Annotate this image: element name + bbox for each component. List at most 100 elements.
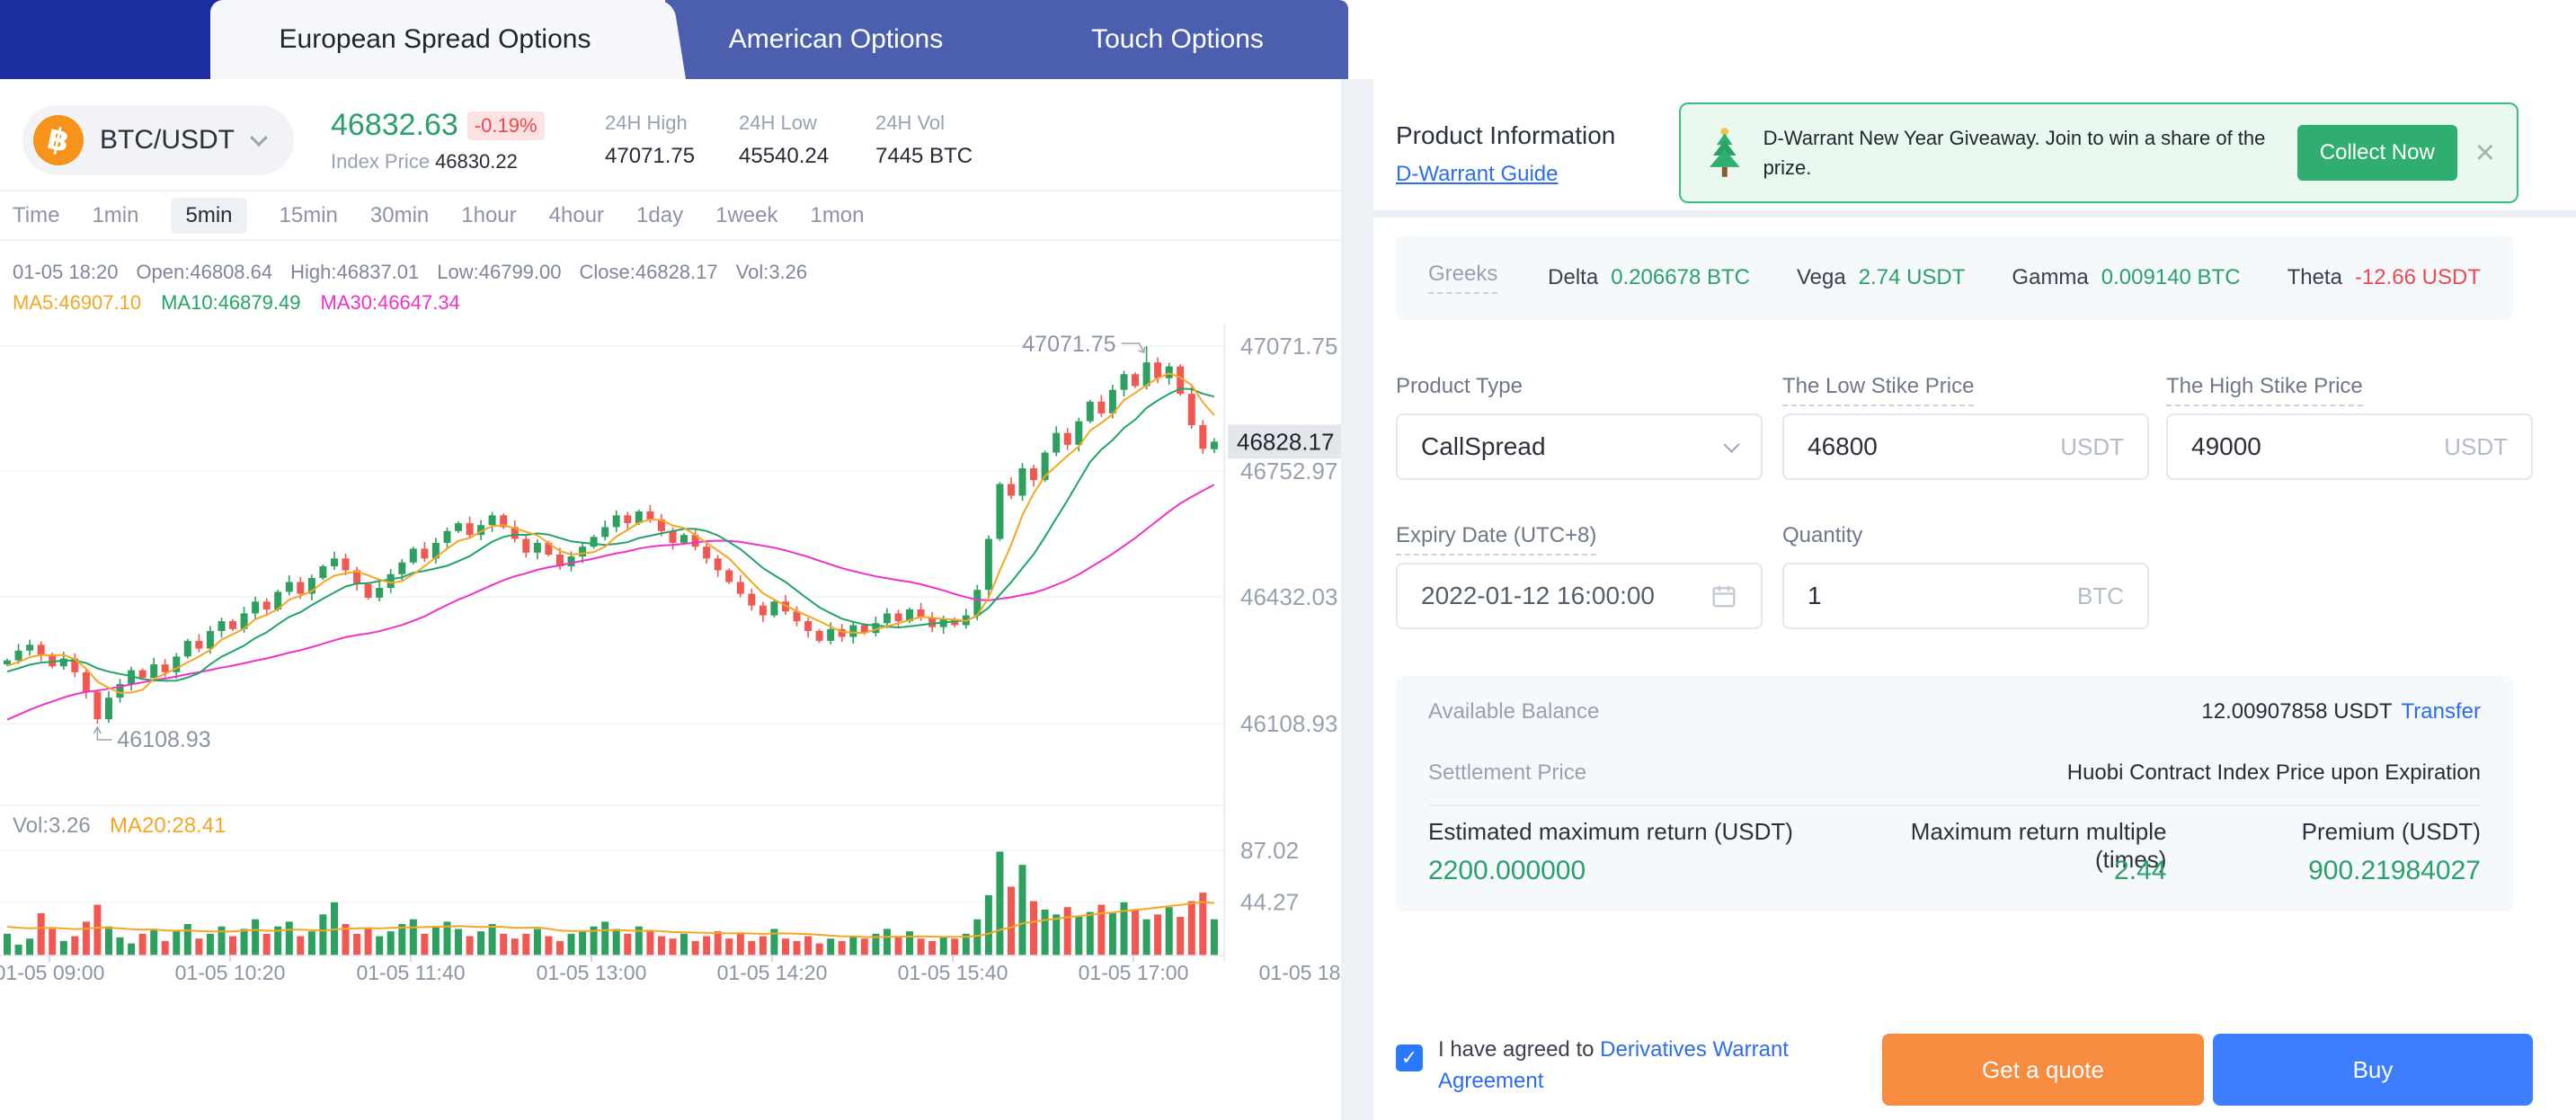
estimated-max-return-value: 2200.000000 bbox=[1428, 856, 1586, 885]
active-tab-label: European Spread Options bbox=[279, 24, 591, 54]
settlement-price-row: Settlement Price Huobi Contract Index Pr… bbox=[1428, 760, 2481, 785]
stat-24h-vol: 24H Vol 7445 BTC bbox=[875, 111, 973, 168]
greek-delta: Delta 0.206678 BTC bbox=[1548, 265, 1750, 289]
expiry-date-picker[interactable]: 2022-01-12 16:00:00 bbox=[1396, 563, 1763, 629]
interval-30min[interactable]: 30min bbox=[369, 202, 430, 227]
svg-text:44.27: 44.27 bbox=[1240, 889, 1299, 916]
svg-text:46828.17: 46828.17 bbox=[1237, 428, 1334, 455]
interval-1week[interactable]: 1week bbox=[715, 202, 778, 227]
ma-legend: MA5:46907.10 MA10:46879.49 MA30:46647.34 bbox=[13, 291, 460, 314]
buy-button[interactable]: Buy bbox=[2213, 1034, 2533, 1106]
interval-1day[interactable]: 1day bbox=[636, 202, 684, 227]
settlement-price-value: Huobi Contract Index Price upon Expirati… bbox=[2066, 760, 2481, 785]
current-price-tag: 46828.17 bbox=[1228, 424, 1341, 459]
high-strike-input[interactable] bbox=[2191, 432, 2445, 461]
collect-now-button[interactable]: Collect Now bbox=[2296, 125, 2457, 181]
interval-selector-row: Time 1min 5min 15min 30min 1hour 4hour 1… bbox=[0, 191, 1341, 241]
svg-text:46752.97: 46752.97 bbox=[1240, 458, 1337, 484]
ma30-line bbox=[6, 484, 1215, 721]
product-type-select[interactable]: CallSpread bbox=[1396, 413, 1763, 480]
return-values-row: 2200.000000 2.44 900.21984027 bbox=[1428, 856, 2481, 886]
close-icon[interactable]: × bbox=[2474, 134, 2495, 172]
btc-icon: ฿ bbox=[33, 115, 84, 165]
svg-text:01-05 17:00: 01-05 17:00 bbox=[1079, 961, 1189, 984]
available-balance-value: 12.00907858 USDT bbox=[2201, 699, 2393, 724]
symbol-name: BTC/USDT bbox=[100, 125, 235, 155]
tab-touch-options[interactable]: Touch Options bbox=[1091, 24, 1264, 54]
svg-text:01-05 13:00: 01-05 13:00 bbox=[537, 961, 647, 984]
index-price-value: 46830.22 bbox=[435, 150, 518, 173]
premium-value: 900.21984027 bbox=[2308, 856, 2481, 885]
svg-text:Vol:3.26: Vol:3.26 bbox=[13, 813, 91, 838]
dwarrant-guide-link[interactable]: D-Warrant Guide bbox=[1396, 162, 1559, 186]
symbol-selector[interactable]: ฿ BTC/USDT bbox=[22, 105, 294, 175]
high-annotation bbox=[1121, 342, 1146, 353]
low-strike-input[interactable] bbox=[1808, 432, 2061, 461]
svg-text:MA20:28.41: MA20:28.41 bbox=[110, 813, 226, 838]
svg-text:01-05 11:40: 01-05 11:40 bbox=[356, 961, 465, 984]
max-return-multiple-value: 2.44 bbox=[2114, 856, 2167, 885]
tab-american-options[interactable]: American Options bbox=[728, 24, 944, 54]
available-balance-row: Available Balance 12.00907858 USDT Transf… bbox=[1428, 699, 2481, 724]
interval-time[interactable]: Time bbox=[13, 202, 60, 227]
calendar-icon bbox=[1712, 585, 1736, 608]
product-type-label: Product Type bbox=[1396, 374, 1523, 398]
svg-text:47071.75: 47071.75 bbox=[1240, 333, 1337, 360]
agreement-text: I have agreed to Derivatives Warrant Agr… bbox=[1438, 1037, 1789, 1093]
interval-5min[interactable]: 5min bbox=[171, 197, 247, 234]
christmas-tree-icon bbox=[1709, 128, 1740, 177]
interval-1hour[interactable]: 1hour bbox=[461, 202, 517, 227]
product-panel: Product Information D-Warrant Guide D-Wa… bbox=[1373, 79, 2576, 1120]
last-price: 46832.63 bbox=[331, 108, 458, 142]
quantity-input-field[interactable]: BTC bbox=[1782, 563, 2149, 629]
giveaway-banner: D-Warrant New Year Giveaway. Join to win… bbox=[1679, 102, 2518, 203]
top-tab-bar: American Options Touch Options European … bbox=[0, 0, 2576, 79]
quantity-input[interactable] bbox=[1808, 582, 2077, 610]
index-price-label: Index Price bbox=[331, 150, 431, 173]
order-summary-panel: Available Balance 12.00907858 USDT Transf… bbox=[1396, 676, 2513, 911]
get-a-quote-button[interactable]: Get a quote bbox=[1882, 1034, 2204, 1106]
banner-message: D-Warrant New Year Giveaway. Join to win… bbox=[1763, 127, 2266, 179]
low-strike-input-field[interactable]: USDT bbox=[1782, 413, 2149, 480]
chevron-down-icon bbox=[1723, 435, 1740, 453]
return-labels-row: Estimated maximum return (USDT) Maximum … bbox=[1428, 818, 2481, 873]
svg-text:46432.03: 46432.03 bbox=[1240, 583, 1337, 610]
interval-1mon[interactable]: 1mon bbox=[810, 202, 865, 227]
tab-european-spread-options[interactable]: European Spread Options bbox=[210, 0, 660, 79]
warrant-agreement-link[interactable]: Derivatives Warrant Agreement bbox=[1438, 1037, 1789, 1093]
price-block: 46832.63 -0.19% Index Price 46830.22 bbox=[331, 108, 545, 173]
market-chart-section: ฿ BTC/USDT 46832.63 -0.19% Index Price 46… bbox=[0, 79, 1341, 1120]
candles bbox=[4, 346, 1218, 724]
svg-text:87.02: 87.02 bbox=[1240, 837, 1299, 864]
high-strike-label: The High Stike Price bbox=[2166, 374, 2363, 406]
candlestick-chart[interactable]: 47071.75 46752.97 46432.03 46108.93 87.02 44.… bbox=[0, 324, 1341, 985]
summary-divider bbox=[1428, 804, 2481, 806]
greek-vega: Vega 2.74 USDT bbox=[1796, 265, 1966, 289]
greek-theta: Theta -12.66 USDT bbox=[2287, 265, 2481, 289]
greek-gamma: Gamma 0.009140 BTC bbox=[2012, 265, 2241, 289]
transfer-link[interactable]: Transfer bbox=[2401, 699, 2481, 724]
symbol-header-row: ฿ BTC/USDT 46832.63 -0.19% Index Price 46… bbox=[0, 90, 1341, 191]
greeks-panel: Greeks Delta 0.206678 BTC Vega 2.74 USDT… bbox=[1396, 236, 2513, 320]
change-badge: -0.19% bbox=[466, 111, 545, 140]
svg-text:01-05 14:20: 01-05 14:20 bbox=[717, 961, 828, 984]
svg-text:01-05 09:00: 01-05 09:00 bbox=[0, 961, 104, 984]
interval-1min[interactable]: 1min bbox=[92, 202, 139, 227]
low-annotation bbox=[93, 725, 112, 741]
panel-title: Product Information bbox=[1396, 121, 1616, 149]
greeks-label: Greeks bbox=[1428, 262, 1498, 294]
interval-15min[interactable]: 15min bbox=[279, 202, 338, 227]
svg-text:01-05 18:20: 01-05 18:20 bbox=[1259, 961, 1341, 984]
ma5-line bbox=[6, 372, 1215, 694]
agreement-checkbox[interactable]: ✓ bbox=[1396, 1044, 1423, 1071]
section-divider bbox=[1341, 79, 1373, 1120]
high-strike-input-field[interactable]: USDT bbox=[2166, 413, 2533, 480]
svg-text:47071.75: 47071.75 bbox=[1022, 332, 1115, 357]
vol-ma20-line bbox=[6, 901, 1215, 938]
svg-text:46108.93: 46108.93 bbox=[117, 727, 210, 752]
header-divider-strip bbox=[1373, 210, 2576, 218]
chevron-down-icon bbox=[250, 129, 268, 147]
interval-4hour[interactable]: 4hour bbox=[548, 202, 605, 227]
ma10-line bbox=[6, 387, 1215, 682]
